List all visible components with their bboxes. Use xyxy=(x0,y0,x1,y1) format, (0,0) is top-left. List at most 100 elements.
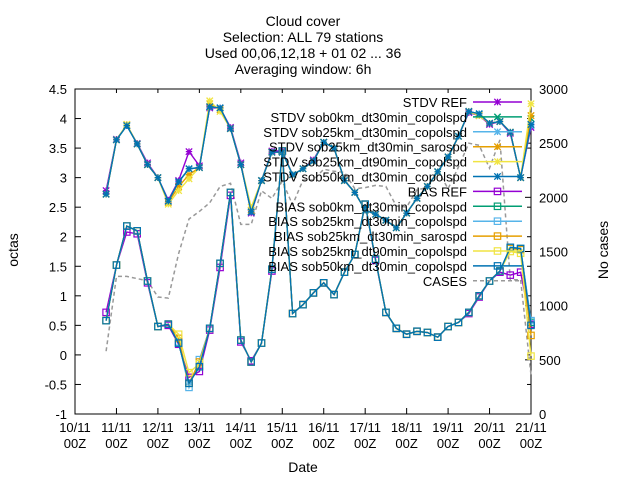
data-point xyxy=(371,255,380,263)
data-point xyxy=(185,147,193,156)
data-point xyxy=(299,165,307,173)
y-tick-label: 3.5 xyxy=(49,141,67,156)
x-tick-label-time: 00Z xyxy=(105,436,127,451)
data-point xyxy=(493,187,502,196)
data-point xyxy=(206,103,214,111)
data-point xyxy=(185,165,193,173)
data-point xyxy=(433,333,442,341)
data-point xyxy=(413,327,421,336)
y2-tick-label: 2000 xyxy=(539,190,568,205)
data-point xyxy=(174,186,183,195)
data-point xyxy=(102,308,110,317)
y2-tick-label: 2500 xyxy=(539,136,568,151)
data-point xyxy=(237,336,245,344)
data-point xyxy=(268,148,276,156)
x-tick-label-time: 00Z xyxy=(395,436,417,451)
data-point xyxy=(102,190,110,198)
data-point xyxy=(444,153,452,161)
data-point xyxy=(123,121,131,130)
x-tick-label: 21/11 xyxy=(515,420,547,435)
y-tick-label: 2.5 xyxy=(49,200,67,215)
y2-axis-label: No cases xyxy=(595,221,611,279)
y-tick-label: 4.5 xyxy=(49,82,67,97)
data-point xyxy=(361,200,369,209)
data-point xyxy=(351,188,359,197)
data-point xyxy=(485,277,494,285)
data-point xyxy=(527,352,535,360)
data-point xyxy=(237,160,245,169)
x-tick-label-time: 00Z xyxy=(147,436,169,451)
x-tick-label-time: 00Z xyxy=(230,436,252,451)
series-11 xyxy=(102,147,535,388)
data-point xyxy=(216,259,224,268)
y-tick-label: 3 xyxy=(60,171,67,186)
data-point xyxy=(309,289,318,297)
legend-label: STDV sob50km_dt30min_copolspd xyxy=(263,170,467,185)
data-point xyxy=(527,100,535,108)
chart-title-line: Averaging window: 6h xyxy=(235,61,372,77)
x-tick-label: 15/11 xyxy=(266,420,298,435)
y-axis-label: octas xyxy=(5,233,21,266)
legend-label: CASES xyxy=(423,274,467,289)
data-point xyxy=(506,271,515,279)
y-tick-label: 4 xyxy=(60,112,67,127)
x-tick-label: 11/11 xyxy=(101,420,132,435)
y-tick-label: 1 xyxy=(60,289,67,304)
data-point xyxy=(154,322,162,331)
data-point xyxy=(493,157,502,166)
series-group xyxy=(102,97,535,392)
data-point xyxy=(493,172,502,181)
data-point xyxy=(493,247,502,255)
data-point xyxy=(423,182,432,191)
data-point xyxy=(185,171,193,179)
legend-label: BIAS sob25km_dt30min_copolspd xyxy=(268,214,467,229)
y-tick-label: 0.5 xyxy=(49,318,67,333)
data-point xyxy=(143,277,152,285)
data-point xyxy=(174,330,183,339)
data-point xyxy=(527,120,535,129)
x-axis: 10/1100Z11/1100Z12/1100Z13/1100Z14/1100Z… xyxy=(59,89,547,451)
data-point xyxy=(527,331,535,340)
x-tick-label: 18/11 xyxy=(391,420,423,435)
data-point xyxy=(402,330,411,339)
data-point xyxy=(392,324,401,333)
y-tick-label: 0 xyxy=(60,348,67,363)
x-tick-label-time: 00Z xyxy=(478,436,500,451)
legend-label: STDV sob25km_dt90min_copolspd xyxy=(263,155,467,170)
data-point xyxy=(527,111,535,120)
x-tick-label: 16/11 xyxy=(308,420,340,435)
data-point xyxy=(185,175,193,183)
x-tick-label-time: 00Z xyxy=(271,436,293,451)
data-point xyxy=(154,173,162,182)
data-point xyxy=(413,194,421,202)
x-tick-label: 20/11 xyxy=(474,420,506,435)
data-point xyxy=(174,182,183,191)
x-tick-label-time: 00Z xyxy=(520,436,542,451)
data-point xyxy=(278,147,287,155)
y2-tick-label: 0 xyxy=(539,407,546,422)
data-point xyxy=(247,203,255,211)
data-point xyxy=(351,250,359,259)
data-point xyxy=(382,216,390,224)
legend-label: BIAS sob25km_dt90min_copolspd xyxy=(268,244,467,259)
legend-label: BIAS REF xyxy=(408,184,467,199)
x-tick-label-time: 00Z xyxy=(64,436,86,451)
data-point xyxy=(102,316,110,325)
y2-tick-label: 1000 xyxy=(539,299,568,314)
data-point xyxy=(434,168,442,176)
x-tick-label: 17/11 xyxy=(349,420,381,435)
y2-tick-label: 1500 xyxy=(539,245,568,260)
data-point xyxy=(195,362,204,371)
chart-title-line: Selection: ALL 79 stations xyxy=(223,29,384,45)
data-point xyxy=(496,117,504,126)
x-tick-label-time: 00Z xyxy=(437,436,459,451)
data-point xyxy=(112,136,121,144)
data-point xyxy=(402,209,411,217)
legend-label: STDV sob0km_dt30min_copolspd xyxy=(270,110,467,125)
y-tick-label: 2 xyxy=(60,230,67,245)
data-point xyxy=(164,320,173,328)
data-point xyxy=(382,308,390,317)
data-point xyxy=(112,261,121,269)
